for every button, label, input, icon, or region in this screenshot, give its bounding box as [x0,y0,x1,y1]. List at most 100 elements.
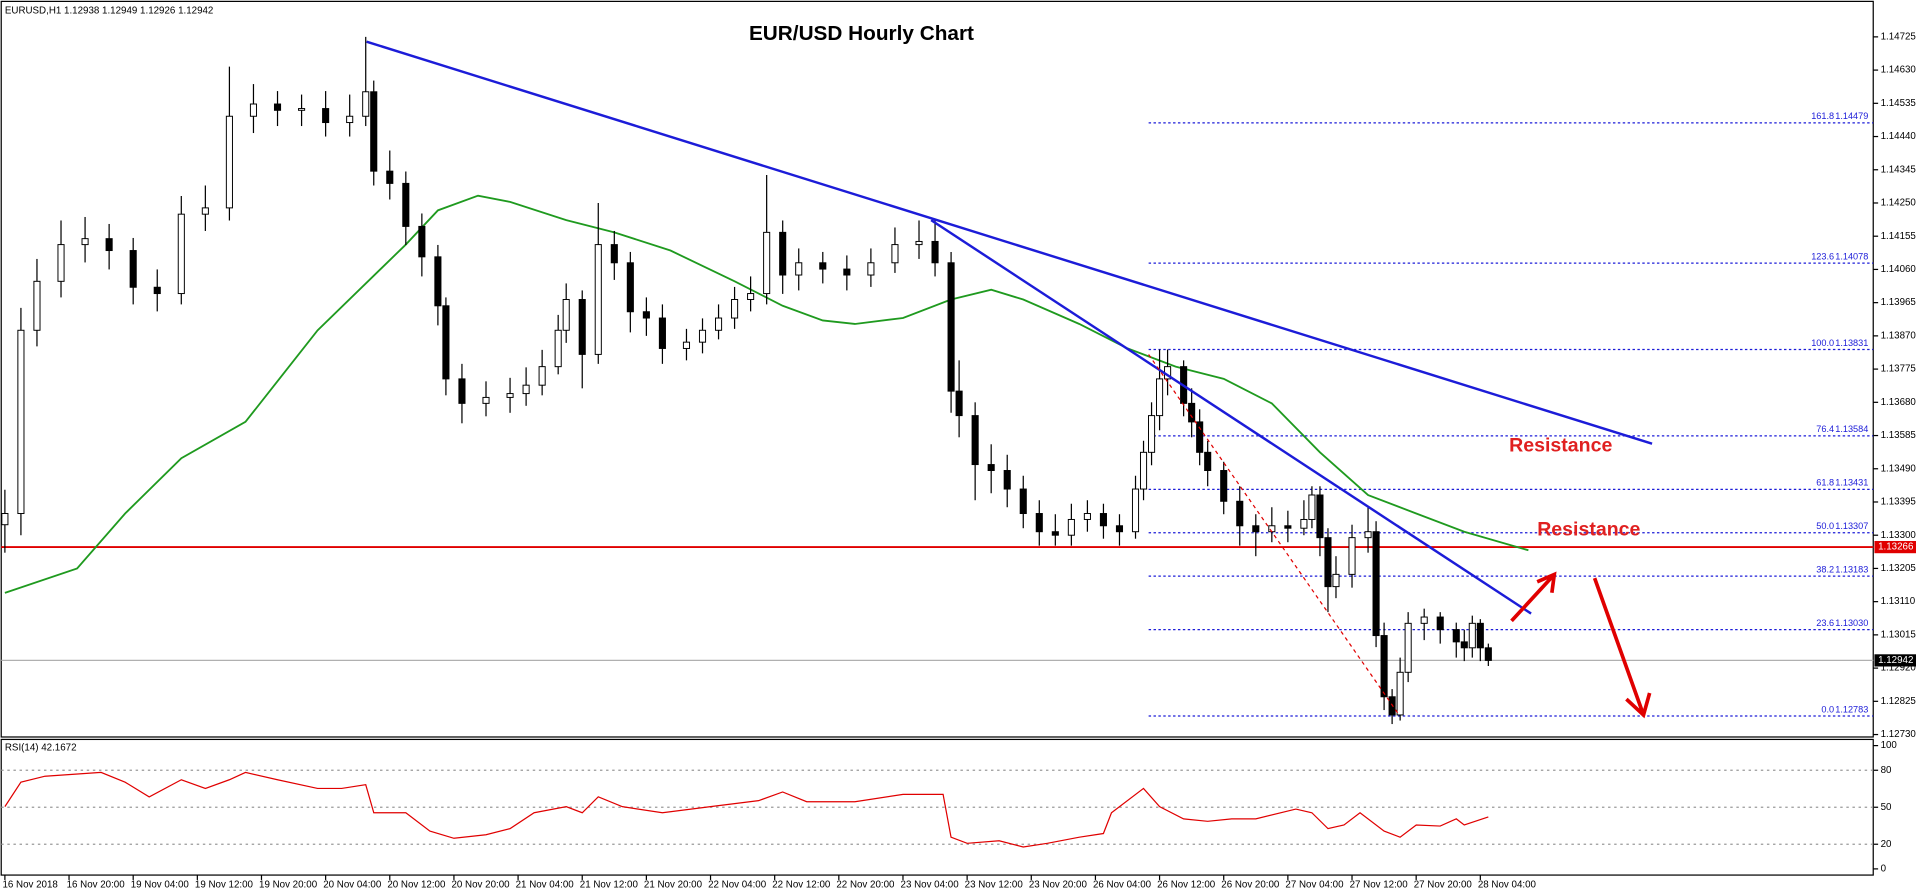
candle-body [298,108,306,111]
x-tick-label: 21 Nov 12:00 [580,879,639,890]
fib-ratio: 61.8 [1816,478,1834,488]
arrow-down [1592,577,1652,719]
x-tick-label: 27 Nov 20:00 [1414,879,1473,890]
support-label: 1.13266 [1878,542,1913,553]
candle-body [273,103,282,111]
x-tick-label: 21 Nov 04:00 [516,879,575,890]
candle-body [201,207,209,215]
candle-body [642,311,650,319]
candle-body [81,238,89,246]
candle-body [867,262,875,276]
candle-body [1156,378,1164,417]
candle-body [987,464,995,471]
candle-body [715,317,723,331]
x-tick-label: 19 Nov 12:00 [195,879,254,890]
candle-body [1324,537,1332,588]
x-tick-label: 26 Nov 20:00 [1221,879,1280,890]
x-tick-label: 20 Nov 20:00 [451,879,510,890]
y-tick-label: 20 [1881,839,1892,850]
x-tick-label: 23 Nov 12:00 [965,879,1024,890]
last-price-label: 1.12942 [1878,655,1913,666]
candle-body [1,513,9,526]
price-label-box [1874,654,1916,667]
candle-body [658,317,666,349]
y-tick-label: 1.12920 [1881,663,1916,674]
fib-value: 1.14078 [1835,251,1868,261]
candle-body [225,115,233,209]
fib-ratio: 0.0 [1821,704,1834,714]
candle-body [1131,488,1140,533]
candle-body [506,393,514,398]
candle-body [418,225,426,258]
candle-body [594,244,602,355]
candle-body [1316,494,1324,539]
candle-body [554,329,562,368]
y-tick-label: 1.14535 [1881,98,1916,109]
x-tick-label: 21 Nov 20:00 [644,879,703,890]
candle-body [1372,531,1380,637]
y-tick-label: 1.14725 [1881,31,1916,42]
marks: 1.14725 1.14630 1.14535 1.14440 1.14345 1.142… [1,31,1916,890]
annotation: Resistance [1537,519,1640,541]
annotation: Resistance [1509,434,1612,456]
candle-body [1252,525,1260,533]
y-tick-label: 1.13110 [1881,596,1916,607]
candle-body [626,262,634,313]
x-tick-label: 16 Nov 2018 [2,879,57,890]
candle-body [33,280,41,331]
y-tick-label: 1.13015 [1881,629,1916,640]
fib-ratio: 76.4 [1816,424,1834,434]
candle-body [1148,415,1156,453]
y-tick-label: 1.12825 [1881,696,1916,707]
x-tick-label: 20 Nov 04:00 [323,879,382,890]
candle-body [763,231,771,295]
candle-body [346,115,354,124]
fib-ratio: 50.0 [1816,521,1834,531]
y-tick-label: 1.13395 [1881,497,1916,508]
y-tick-label: 1.14060 [1881,264,1916,275]
candle-body [610,244,618,264]
x-tick-label: 26 Nov 12:00 [1157,879,1216,890]
candle-body [1236,500,1244,527]
candle-body [955,390,963,417]
symbol-header: EURUSD,H1 1.12938 1.12949 1.12926 1.1294… [5,6,214,17]
candle-body [698,329,707,343]
candle-body [1188,402,1196,423]
candle-body [1436,616,1444,631]
fib-value: 1.13831 [1835,338,1868,348]
fib-ratio: 100.0 [1811,338,1834,348]
candle-body [57,244,65,282]
rsi-label: RSI(14) 42.1672 [5,743,77,754]
y-tick-label: 1.13775 [1881,364,1916,375]
candle-body [522,384,530,395]
candle-body [731,299,739,319]
fib-value: 1.13584 [1835,424,1868,434]
fib-value: 1.13431 [1835,478,1868,488]
x-tick-label: 23 Nov 04:00 [901,879,960,890]
fib-ratio: 161.8 [1811,111,1834,121]
y-tick-label: 0 [1881,863,1887,874]
candle-body [1460,641,1468,649]
fib-ratio: 23.6 [1816,618,1834,628]
candle-body [370,91,378,172]
candle-body [1196,421,1204,453]
candle-body [1396,671,1404,716]
candle-body [1364,531,1372,539]
candle-body [1332,573,1340,588]
candle-body [843,268,851,276]
candle-body [17,329,25,515]
x-tick-label: 23 Nov 20:00 [1029,879,1088,890]
candle-body [1220,470,1228,502]
y-tick-label: 1.13585 [1881,430,1916,441]
y-tick-label: 50 [1881,802,1892,813]
candle-body [249,103,258,117]
candle-body [915,240,923,246]
candle-body [682,341,691,349]
fib-value: 1.13307 [1835,521,1868,531]
candle-body [458,378,466,404]
y-tick-label: 1.13965 [1881,297,1916,308]
candle-body [1035,513,1043,533]
candle-body [1204,451,1212,471]
candle-body [386,170,394,184]
